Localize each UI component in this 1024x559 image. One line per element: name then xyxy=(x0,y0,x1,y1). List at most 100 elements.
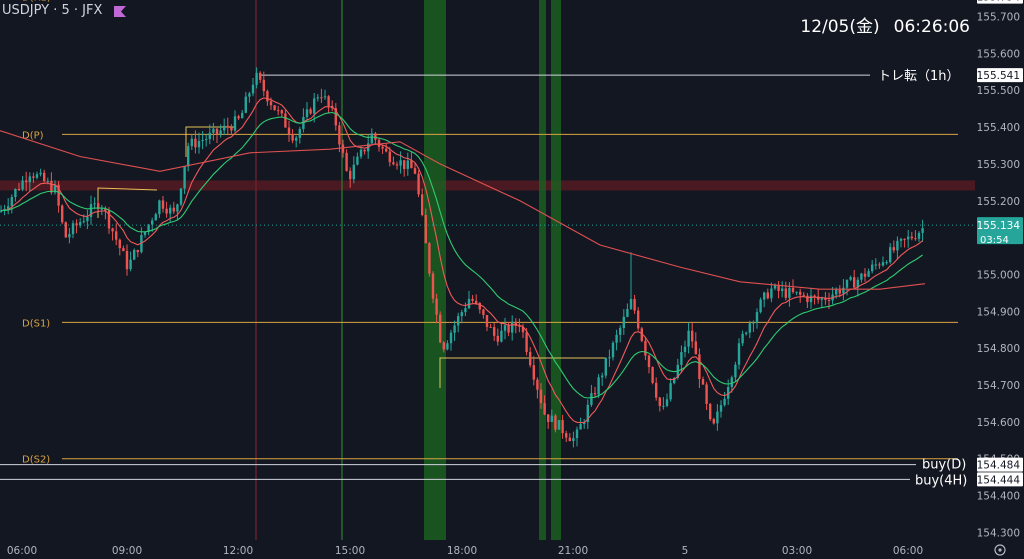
candle-body xyxy=(205,139,208,141)
candle-body xyxy=(647,355,651,368)
candle-body xyxy=(514,321,517,326)
candle-body xyxy=(716,411,719,424)
candle-body xyxy=(827,299,831,301)
candle-body xyxy=(665,399,669,406)
candle-body xyxy=(748,323,751,333)
candle-body xyxy=(291,134,294,141)
candle-body xyxy=(86,216,89,222)
x-tick-label: 15:00 xyxy=(335,545,365,557)
candle-body xyxy=(89,204,93,217)
candle-body xyxy=(305,109,309,118)
candle-body xyxy=(525,332,528,352)
candle-body xyxy=(35,174,39,178)
candle-body xyxy=(385,148,388,152)
candle-body xyxy=(572,438,575,442)
candle-body xyxy=(413,168,417,174)
last-price-timer: 03:54 xyxy=(980,235,1009,246)
candle-body xyxy=(478,303,481,310)
candle-body xyxy=(233,116,237,131)
candle-body xyxy=(421,194,424,216)
candle-body xyxy=(673,377,676,384)
candle-body xyxy=(889,247,892,263)
y-tick-label: 155.700 xyxy=(977,12,1020,24)
candle-body xyxy=(493,327,496,336)
y-tick-label: 155.000 xyxy=(977,269,1020,281)
trend-price-tag-bg xyxy=(977,68,1023,83)
candle-body xyxy=(662,405,665,407)
candle-body xyxy=(201,140,204,142)
ma-slow-line xyxy=(0,130,926,290)
candle-body xyxy=(442,342,445,350)
candle-body xyxy=(640,328,643,341)
symbol-label[interactable]: USDJPY · 5 · JFX xyxy=(2,3,103,18)
x-tick-label: 06:00 xyxy=(7,545,37,557)
candle-body xyxy=(313,98,316,114)
candle-body xyxy=(579,424,582,430)
candle-body xyxy=(25,180,28,183)
candle-body xyxy=(601,375,604,378)
candle-body xyxy=(212,128,215,133)
candle-body xyxy=(111,228,114,232)
candle-body xyxy=(917,232,921,239)
y-tick-label: 155.600 xyxy=(977,48,1020,60)
candle-body xyxy=(259,72,262,80)
candle-body xyxy=(3,208,6,211)
candle-body xyxy=(107,210,111,229)
candle-body xyxy=(871,264,874,272)
candle-body xyxy=(543,403,546,415)
candle-body xyxy=(93,203,96,205)
pivot-label: D(R1) xyxy=(22,0,51,4)
candle-body xyxy=(604,357,607,376)
settings-icon[interactable] xyxy=(994,544,1006,556)
candle-body xyxy=(97,203,100,209)
candle-body xyxy=(619,327,622,335)
candle-body xyxy=(187,146,190,167)
clock-date: 12/05(金) xyxy=(800,17,880,37)
candle-body xyxy=(691,330,694,342)
candle-body xyxy=(424,215,427,244)
candle-body xyxy=(230,127,233,131)
candle-body xyxy=(338,125,341,145)
candle-body xyxy=(363,149,366,152)
candle-body xyxy=(910,236,913,239)
last-price-badge xyxy=(977,217,1023,245)
x-tick-label: 09:00 xyxy=(112,545,142,557)
candle-body xyxy=(881,262,885,266)
candle-body xyxy=(457,316,460,326)
candle-body xyxy=(799,291,802,295)
candle-body xyxy=(428,243,431,274)
candle-body xyxy=(651,367,654,383)
candle-body xyxy=(511,321,514,333)
candle-body xyxy=(345,152,348,171)
candle-body xyxy=(316,97,319,99)
candle-body xyxy=(813,295,816,297)
candle-body xyxy=(403,160,406,169)
candle-body xyxy=(820,298,823,300)
candle-body xyxy=(115,231,118,240)
candle-body xyxy=(878,264,881,266)
candle-body xyxy=(745,332,748,334)
candle-body xyxy=(244,96,247,113)
candle-body xyxy=(0,210,3,212)
candle-body xyxy=(320,97,323,99)
candle-body xyxy=(547,414,550,422)
y-tick-label: 155.300 xyxy=(977,159,1020,171)
y-tick-label: 154.600 xyxy=(977,417,1020,429)
candle-body xyxy=(82,221,85,223)
candle-body xyxy=(867,271,870,277)
candle-body xyxy=(151,220,154,225)
candle-body xyxy=(14,188,17,198)
y-tick-label: 154.300 xyxy=(977,527,1020,539)
candle-body xyxy=(615,334,618,343)
candle-body xyxy=(410,160,413,169)
candle-body xyxy=(208,132,211,140)
candle-body xyxy=(352,164,355,180)
candle-body xyxy=(763,292,766,300)
candle-body xyxy=(183,166,186,189)
last-price-label: 155.134 xyxy=(977,220,1021,232)
buy-d-label: buy(D) xyxy=(922,458,966,473)
candle-body xyxy=(489,326,492,328)
candle-body xyxy=(683,346,687,353)
time-axis[interactable] xyxy=(0,540,975,559)
